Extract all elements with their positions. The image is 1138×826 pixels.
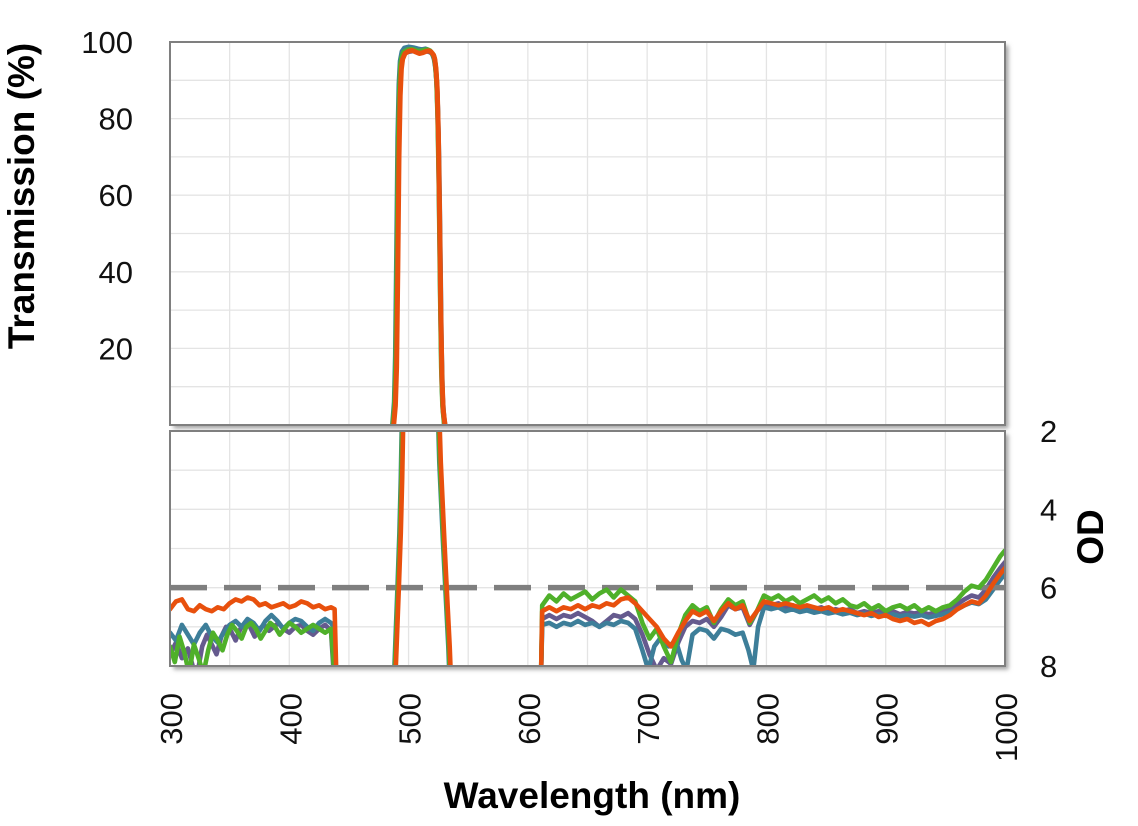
wavelength-tick-label: 600	[512, 693, 547, 745]
series-lot-orange-od-curve	[393, 431, 406, 666]
od-tick-label: 4	[1040, 492, 1057, 527]
spectra-curves	[170, 44, 1005, 666]
series-lot-orange-od-curve	[170, 595, 339, 666]
transmission-tick-label: 60	[99, 178, 133, 213]
panel-border	[169, 41, 1006, 426]
panel-frames	[169, 41, 1006, 667]
gridlines	[170, 42, 1005, 666]
wavelength-tick-label: 700	[631, 693, 666, 745]
x-axis-title: Wavelength (nm)	[444, 775, 741, 816]
tick-labels: 20 40 60 80 100 2 4 6 8 300 400 500 600 700 800 900 1000	[81, 25, 1057, 762]
transmission-tick-label: 80	[99, 102, 133, 137]
wavelength-tick-label: 400	[273, 693, 308, 745]
series-lot-orange-od-curve	[437, 431, 453, 666]
panel-border	[169, 430, 1006, 667]
series-lot-green-od-curve	[170, 620, 337, 666]
wavelength-tick-label: 500	[393, 693, 428, 745]
wavelength-tick-label: 900	[870, 693, 905, 745]
transmission-tick-label: 100	[81, 25, 133, 60]
od-tick-label: 2	[1040, 414, 1057, 449]
transmission-tick-label: 40	[99, 255, 133, 290]
series-lot-teal-od-curve	[538, 571, 1005, 666]
od-tick-label: 8	[1040, 649, 1057, 684]
transmission-tick-label: 20	[99, 331, 133, 366]
y-axis-title-od: OD	[1070, 509, 1111, 565]
y-axis-title-transmission: Transmission (%)	[1, 43, 42, 349]
series-lot-orange-od-curve	[538, 565, 1005, 666]
wavelength-tick-label: 300	[154, 693, 189, 745]
wavelength-tick-label: 1000	[989, 693, 1024, 762]
od-tick-label: 6	[1040, 571, 1057, 606]
wavelength-tick-label: 800	[750, 693, 785, 745]
series-lot-green-od-curve	[538, 548, 1005, 666]
series-lot-orange-transmission-curve	[391, 47, 448, 425]
